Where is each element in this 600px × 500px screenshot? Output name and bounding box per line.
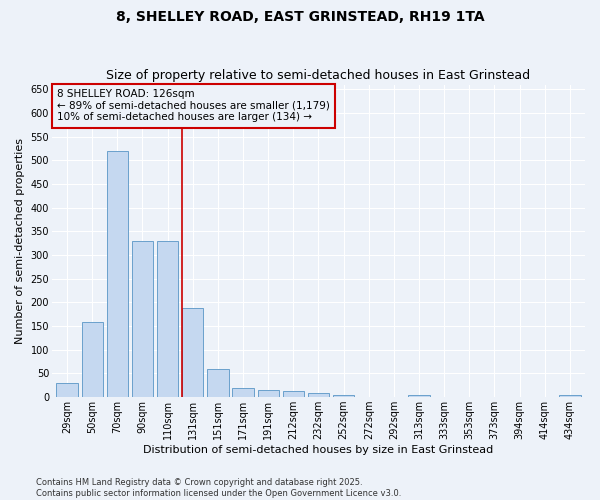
Bar: [308, 393, 329, 397]
Title: Size of property relative to semi-detached houses in East Grinstead: Size of property relative to semi-detach…: [106, 69, 530, 82]
Bar: [283, 392, 304, 397]
Bar: [157, 241, 178, 397]
Y-axis label: Number of semi-detached properties: Number of semi-detached properties: [15, 138, 25, 344]
Text: 8 SHELLEY ROAD: 126sqm
← 89% of semi-detached houses are smaller (1,179)
10% of : 8 SHELLEY ROAD: 126sqm ← 89% of semi-det…: [57, 90, 330, 122]
Bar: [232, 388, 254, 397]
Text: 8, SHELLEY ROAD, EAST GRINSTEAD, RH19 1TA: 8, SHELLEY ROAD, EAST GRINSTEAD, RH19 1T…: [116, 10, 484, 24]
Bar: [56, 384, 78, 397]
Bar: [207, 368, 229, 397]
Bar: [82, 322, 103, 397]
Bar: [559, 395, 581, 397]
Bar: [107, 152, 128, 397]
Bar: [409, 395, 430, 397]
X-axis label: Distribution of semi-detached houses by size in East Grinstead: Distribution of semi-detached houses by …: [143, 445, 494, 455]
Text: Contains HM Land Registry data © Crown copyright and database right 2025.
Contai: Contains HM Land Registry data © Crown c…: [36, 478, 401, 498]
Bar: [132, 241, 153, 397]
Bar: [333, 396, 355, 397]
Bar: [182, 308, 203, 397]
Bar: [257, 390, 279, 397]
